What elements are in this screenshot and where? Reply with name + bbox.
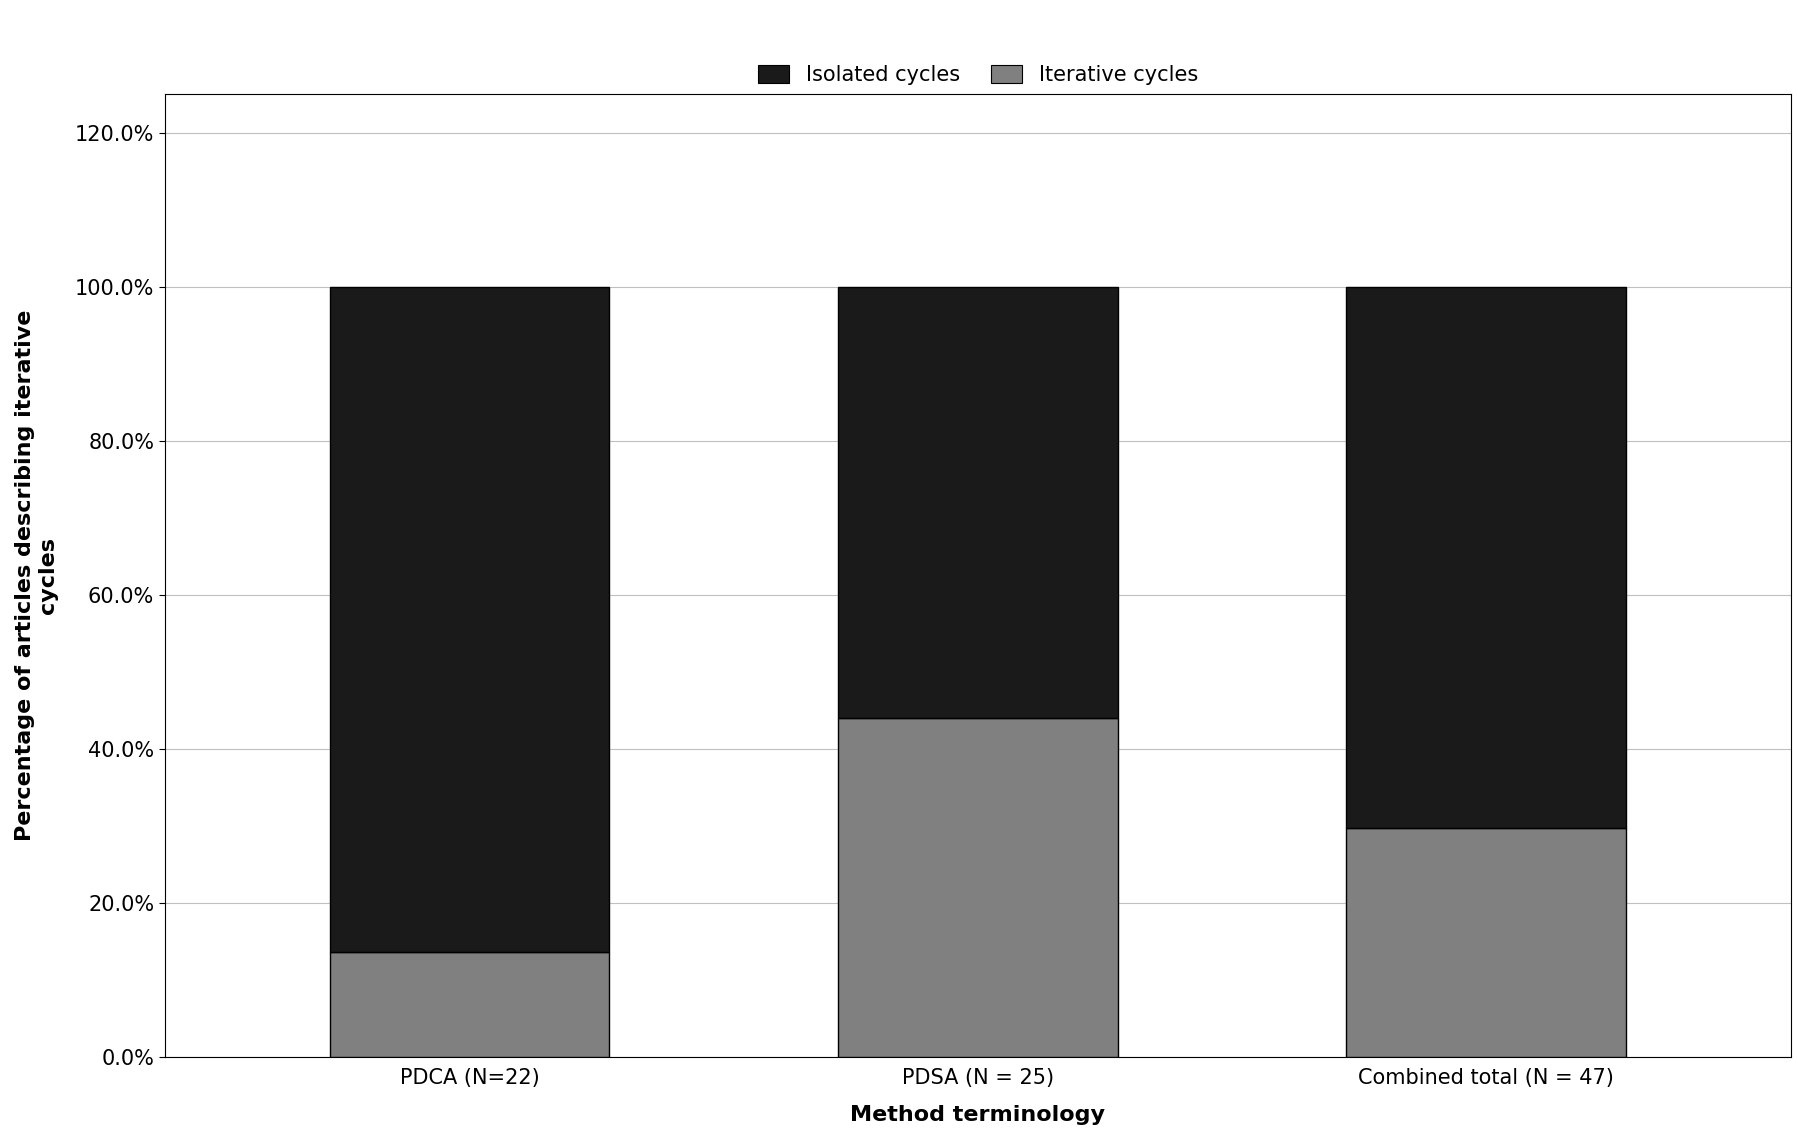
- X-axis label: Method terminology: Method terminology: [850, 1105, 1105, 1125]
- Bar: [1345, 828, 1624, 1057]
- Legend: Isolated cycles, Iterative cycles: Isolated cycles, Iterative cycles: [749, 56, 1206, 93]
- Bar: [838, 718, 1117, 1057]
- Bar: [838, 286, 1117, 718]
- Bar: [330, 286, 608, 952]
- Bar: [330, 952, 608, 1057]
- Bar: [1345, 286, 1624, 828]
- Y-axis label: Percentage of articles describing iterative
cycles: Percentage of articles describing iterat…: [14, 310, 58, 841]
